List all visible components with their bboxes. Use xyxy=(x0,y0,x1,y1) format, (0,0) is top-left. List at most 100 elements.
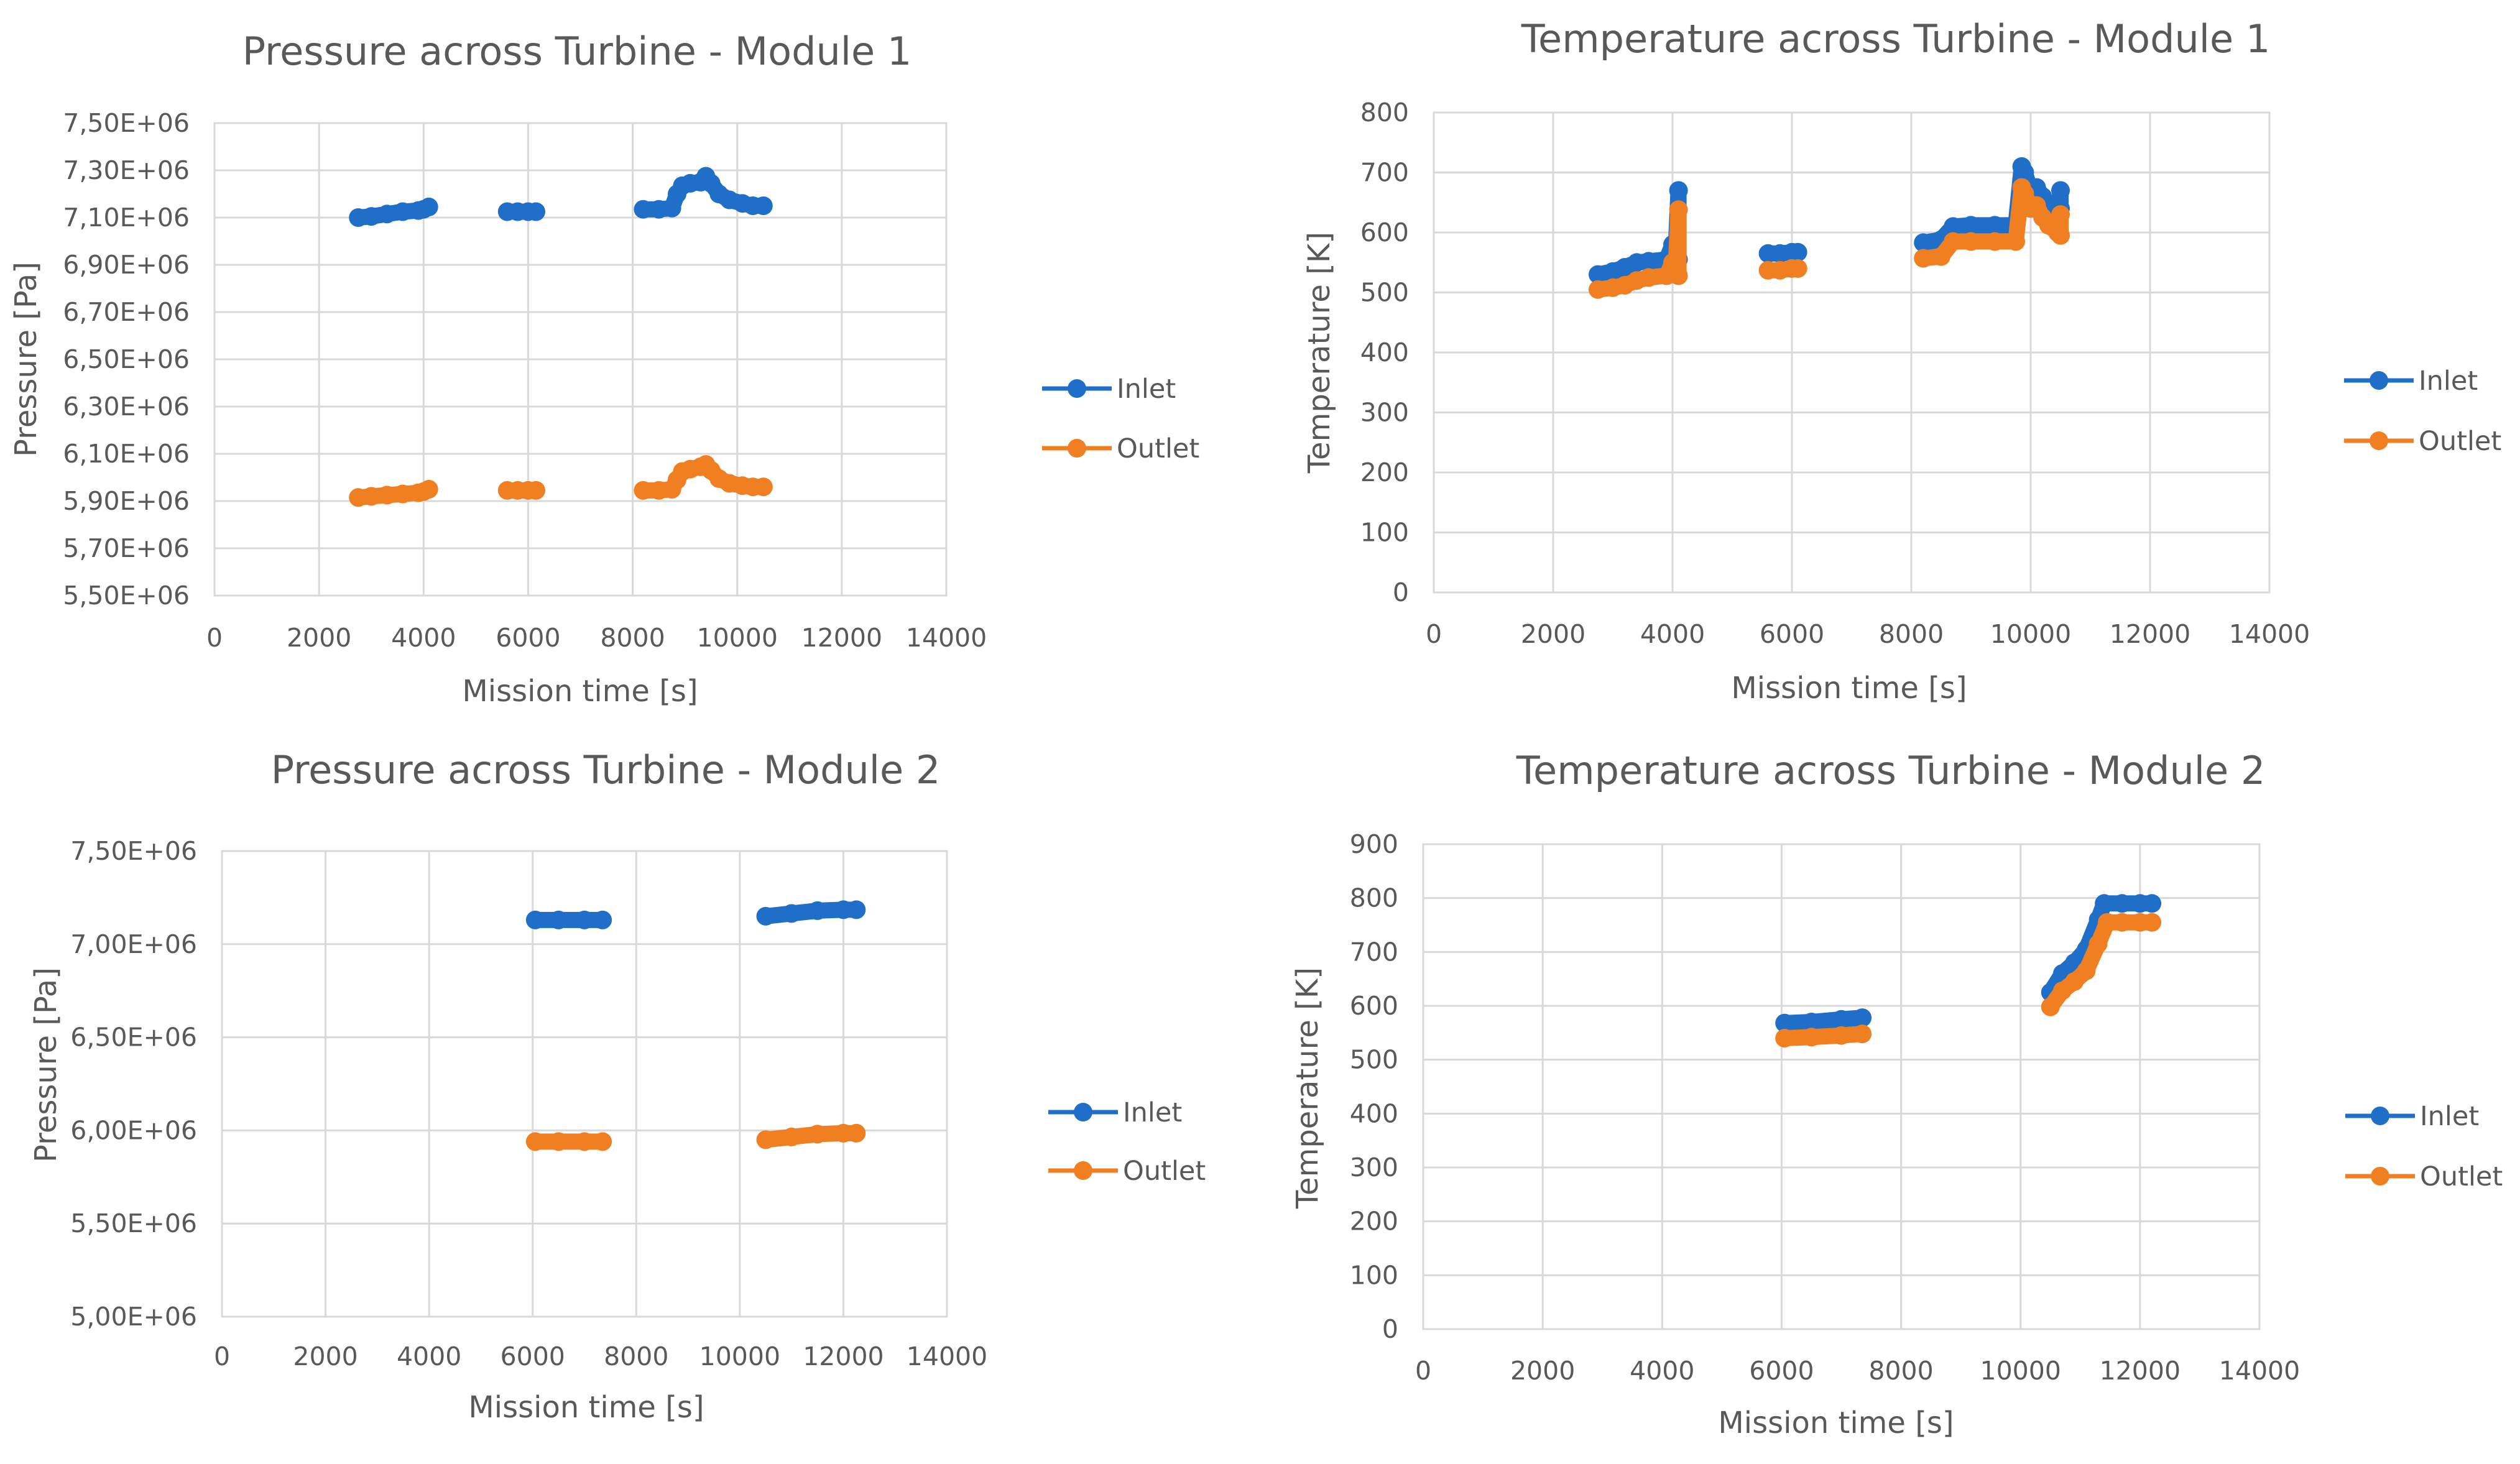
chart-svg: 5,50E+06 5,70E+06 5,90E+06 6,10E+06 6,30E+06… xyxy=(9,29,1199,709)
y-tick-label: 6,00E+06 xyxy=(70,1115,197,1145)
outlet-data-point xyxy=(1775,1029,1794,1047)
y-axis-title: Pressure [Pa] xyxy=(29,967,63,1162)
x-tick-label: 14000 xyxy=(2219,1356,2300,1386)
x-tick-label: 14000 xyxy=(906,623,987,653)
outlet-data-point xyxy=(1962,232,1980,251)
x-tick-label: 2000 xyxy=(1521,619,1585,649)
outlet-data-point xyxy=(2088,934,2108,954)
x-tick-label: 6000 xyxy=(501,1342,565,1371)
legend-entry-outlet: Outlet xyxy=(1042,433,1199,464)
x-tick-label: 12000 xyxy=(2110,619,2190,649)
chart-svg: 0 100 200 300 400 500 600 700 800 900 0 2000 4000 600… xyxy=(1290,748,2503,1440)
inlet-data-point xyxy=(1589,265,1607,284)
outlet-data-point xyxy=(2143,913,2162,932)
y-tick-label: 500 xyxy=(1360,278,1409,308)
outlet-data-point xyxy=(756,1130,775,1149)
x-tick-label: 0 xyxy=(206,623,223,653)
inlet-data-point xyxy=(1802,1013,1821,1031)
plot-frame xyxy=(1422,843,2261,1330)
y-tick-label: 600 xyxy=(1360,218,1409,247)
y-tick-label: 7,30E+06 xyxy=(63,155,190,185)
inlet-data-point xyxy=(593,910,612,929)
y-tick-label: 100 xyxy=(1350,1260,1398,1290)
x-tick-label: 14000 xyxy=(907,1342,987,1371)
y-tick-label: 100 xyxy=(1360,518,1409,548)
legend-marker xyxy=(1074,1103,1092,1121)
chart-title: Pressure across Turbine - Module 1 xyxy=(242,29,912,74)
x-tick-label: 0 xyxy=(1415,1356,1431,1386)
inlet-data-point xyxy=(575,910,594,929)
outlet-data-point xyxy=(2065,972,2084,991)
y-tick-label: 7,00E+06 xyxy=(70,929,197,959)
inlet-series-segment xyxy=(1776,1010,1871,1031)
y-tick-label: 7,10E+06 xyxy=(63,203,190,232)
x-tick-label: 12000 xyxy=(803,1342,884,1371)
legend-label: Inlet xyxy=(2419,366,2478,397)
inlet-data-point xyxy=(2113,894,2131,913)
chart-temperature-module-2: 0 100 200 300 400 500 600 700 800 900 0 2000 4000 600… xyxy=(1260,732,2520,1464)
inlet-data-point xyxy=(1944,217,1963,236)
x-tick-label: 0 xyxy=(214,1342,230,1371)
y-axis-title: Temperature [K] xyxy=(1290,967,1325,1209)
x-tick-label: 4000 xyxy=(391,623,456,653)
inlet-data-point xyxy=(377,205,397,224)
inlet-data-point xyxy=(782,904,801,923)
outlet-data-point xyxy=(847,1123,866,1143)
y-tick-label: 7,50E+06 xyxy=(70,836,197,866)
x-tick-label: 2000 xyxy=(287,623,351,653)
legend-entry-outlet: Outlet xyxy=(2345,1161,2503,1192)
legend-marker xyxy=(1068,439,1086,458)
x-tick-label: 14000 xyxy=(2229,619,2310,649)
legend-entry-inlet: Inlet xyxy=(2344,366,2478,397)
x-tick-label: 2000 xyxy=(1510,1356,1575,1386)
y-tick-label: 0 xyxy=(1393,578,1409,607)
x-tick-label: 6000 xyxy=(1760,619,1824,649)
x-tick-label: 8000 xyxy=(604,1342,668,1371)
x-tick-label: 4000 xyxy=(397,1342,461,1371)
y-tick-label: 200 xyxy=(1350,1207,1398,1236)
inlet-data-point xyxy=(662,198,681,218)
outlet-data-point xyxy=(1832,1026,1851,1045)
legend-label: Outlet xyxy=(1123,1156,1206,1187)
outlet-data-point xyxy=(593,1132,612,1151)
x-axis-title: Mission time [s] xyxy=(468,1390,704,1425)
inlet-data-point xyxy=(419,197,438,216)
inlet-data-point xyxy=(1985,216,2005,235)
legend-marker xyxy=(2370,431,2388,450)
y-tick-label: 6,10E+06 xyxy=(63,439,190,469)
y-tick-label: 6,50E+06 xyxy=(70,1023,197,1052)
x-tick-label: 12000 xyxy=(2100,1356,2181,1386)
inlet-data-point xyxy=(393,202,412,221)
y-tick-label: 0 xyxy=(1382,1314,1398,1344)
y-tick-label: 5,70E+06 xyxy=(63,533,190,563)
x-tick-label: 12000 xyxy=(801,623,882,653)
outlet-data-point xyxy=(377,486,397,505)
y-tick-label: 5,50E+06 xyxy=(70,1208,197,1238)
outlet-data-point xyxy=(2113,913,2131,932)
outlet-data-point xyxy=(1802,1028,1821,1047)
outlet-data-point xyxy=(1914,249,1933,268)
y-tick-label: 800 xyxy=(1350,883,1398,913)
outlet-data-point xyxy=(575,1132,594,1151)
x-tick-label: 2000 xyxy=(293,1342,358,1371)
y-tick-label: 800 xyxy=(1360,98,1409,127)
x-axis-title: Mission time [s] xyxy=(1731,671,1967,706)
inlet-data-point xyxy=(847,900,866,919)
inlet-data-point xyxy=(2143,894,2162,913)
outlet-data-point xyxy=(2041,997,2060,1016)
legend-entry-outlet: Outlet xyxy=(1048,1156,1206,1187)
x-tick-label: 4000 xyxy=(1630,1356,1694,1386)
inlet-data-point xyxy=(1962,216,1980,235)
outlet-data-point xyxy=(782,1127,801,1146)
outlet-data-point xyxy=(549,1132,568,1151)
y-tick-label: 700 xyxy=(1350,937,1398,967)
inlet-data-point xyxy=(2015,163,2034,182)
y-tick-label: 6,70E+06 xyxy=(63,297,190,327)
legend-marker xyxy=(1074,1161,1092,1180)
legend-label: Inlet xyxy=(2420,1101,2479,1132)
inlet-data-point xyxy=(362,207,381,226)
inlet-data-point xyxy=(1639,252,1658,271)
y-tick-label: 300 xyxy=(1360,398,1409,428)
outlet-data-point xyxy=(525,1132,545,1151)
legend-entry-inlet: Inlet xyxy=(1048,1097,1182,1128)
